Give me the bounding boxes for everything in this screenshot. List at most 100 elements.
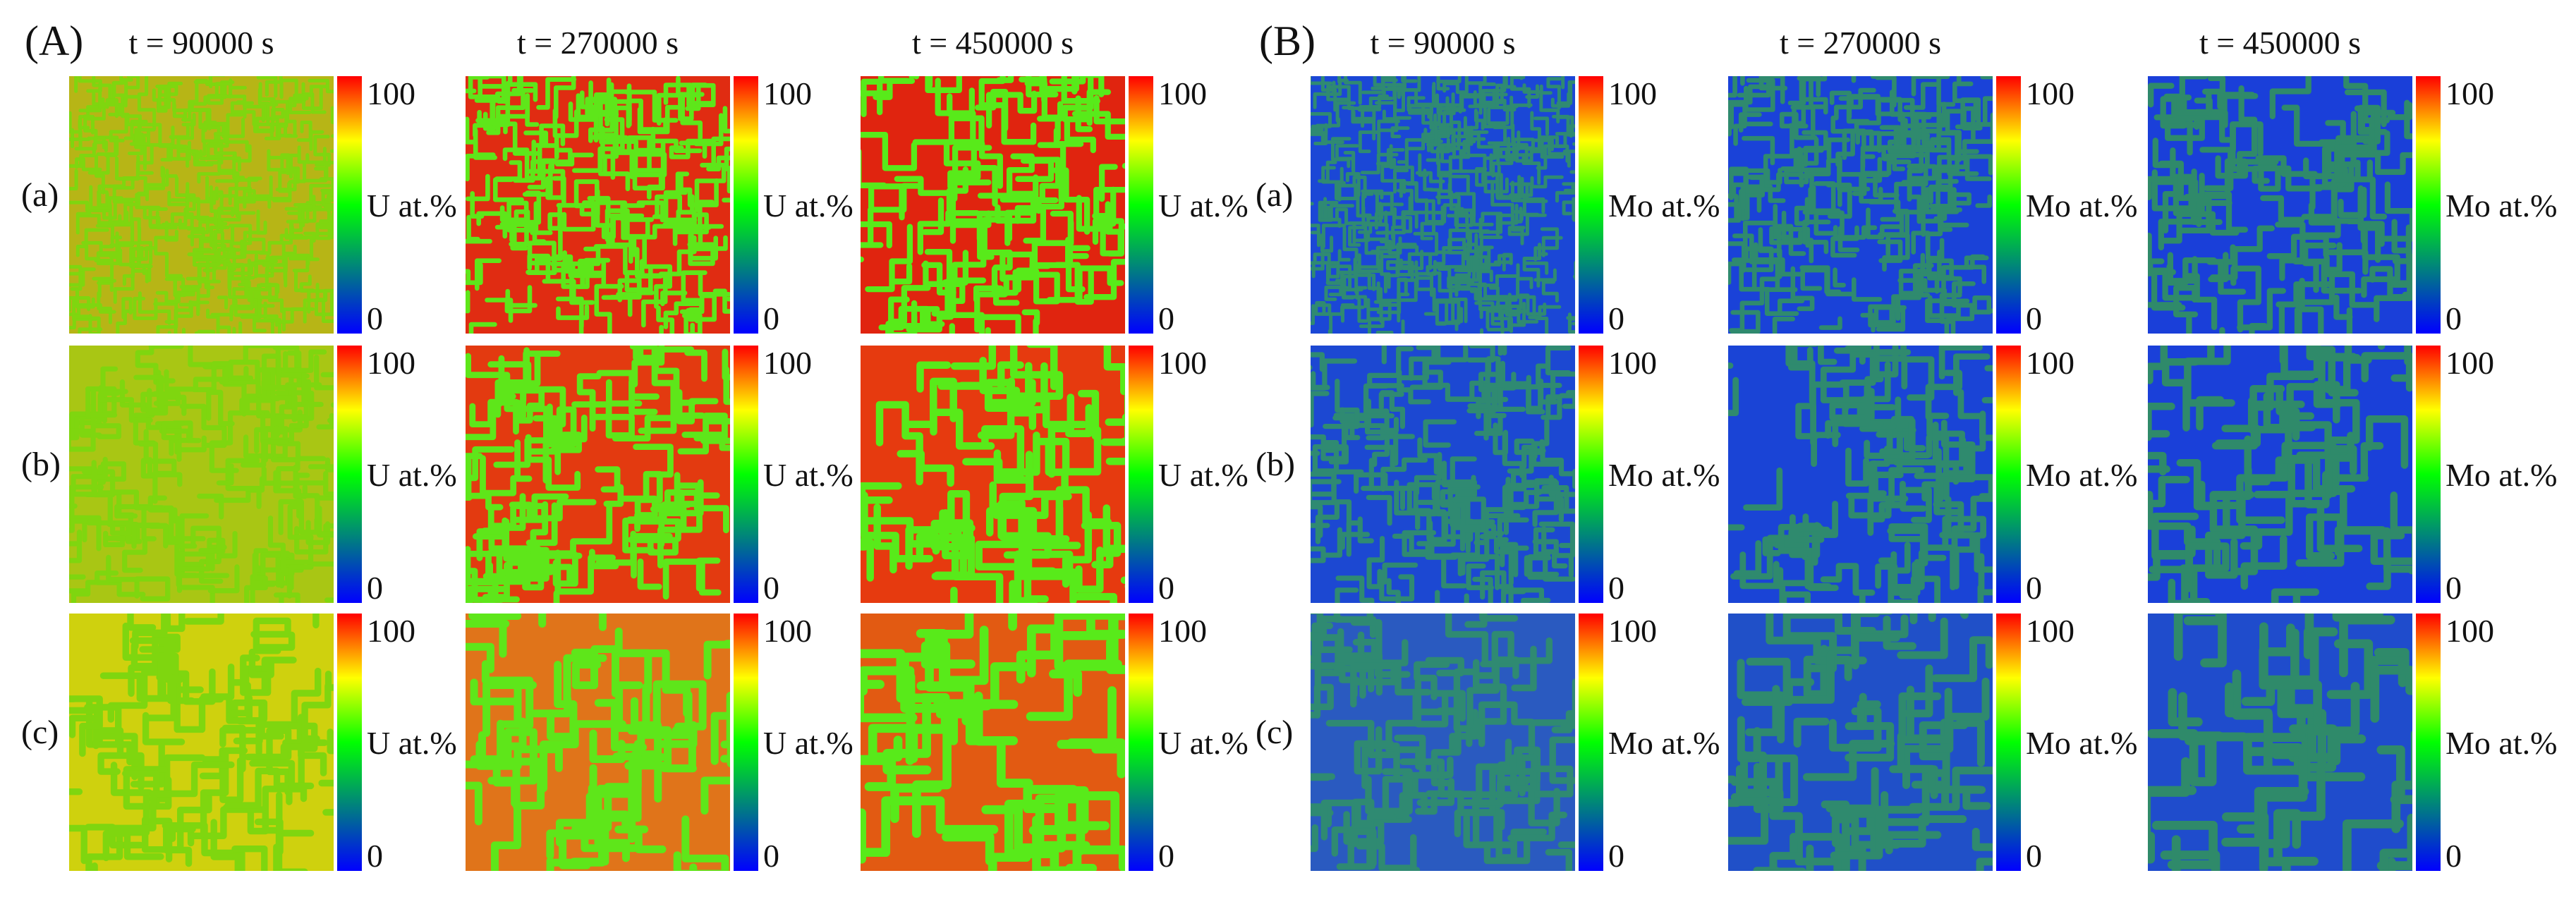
colorbar-min-label: 0 — [1158, 570, 1174, 606]
colorbar-min-label: 0 — [367, 838, 383, 874]
concentration-map — [2148, 76, 2412, 334]
colorbar-max-label: 100 — [367, 75, 415, 111]
colorbar-min-label: 0 — [2446, 838, 2462, 874]
time-label: t = 90000 s — [1370, 25, 1516, 61]
colorbar-max-label: 100 — [1608, 613, 1657, 649]
concentration-map — [69, 76, 334, 334]
colorbar-unit-label: U at.% — [1158, 187, 1248, 224]
colorbar-min-label: 0 — [1158, 300, 1174, 336]
colorbar — [1579, 346, 1603, 603]
colorbar-min-label: 0 — [763, 300, 779, 336]
colorbar-max-label: 100 — [763, 613, 812, 649]
colorbar-unit-label: U at.% — [763, 187, 853, 224]
colorbar-min-label: 0 — [1608, 570, 1624, 606]
colorbar-min-label: 0 — [763, 570, 779, 606]
time-label: t = 90000 s — [128, 25, 274, 61]
colorbar-min-label: 0 — [2446, 300, 2462, 336]
concentration-map — [1311, 346, 1575, 603]
colorbar-max-label: 100 — [2026, 75, 2074, 111]
colorbar — [734, 614, 758, 871]
colorbar-unit-label: U at.% — [367, 456, 457, 493]
concentration-map — [1311, 614, 1575, 871]
colorbar — [337, 614, 362, 871]
colorbar — [1996, 76, 2021, 334]
colorbar-unit-label: Mo at.% — [2026, 456, 2138, 493]
colorbar-unit-label: Mo at.% — [2446, 187, 2558, 224]
colorbar-min-label: 0 — [2026, 570, 2042, 606]
colorbar-max-label: 100 — [2026, 613, 2074, 649]
colorbar-unit-label: Mo at.% — [2026, 187, 2138, 224]
concentration-map — [69, 614, 334, 871]
colorbar-unit-label: Mo at.% — [2446, 456, 2558, 493]
colorbar-min-label: 0 — [367, 570, 383, 606]
colorbar-max-label: 100 — [2446, 345, 2494, 381]
colorbar — [734, 76, 758, 334]
colorbar-max-label: 100 — [2446, 75, 2494, 111]
row-label: (b) — [1256, 446, 1295, 483]
colorbar — [1996, 346, 2021, 603]
concentration-map — [2148, 346, 2412, 603]
colorbar-max-label: 100 — [763, 345, 812, 381]
time-label: t = 270000 s — [1779, 25, 1942, 61]
panel-label: (A) — [25, 18, 84, 64]
colorbar-min-label: 0 — [1608, 300, 1624, 336]
colorbar — [1129, 614, 1153, 871]
concentration-map — [1728, 76, 1993, 334]
colorbar-min-label: 0 — [1608, 838, 1624, 874]
colorbar-max-label: 100 — [367, 613, 415, 649]
colorbar-min-label: 0 — [367, 300, 383, 336]
colorbar-unit-label: Mo at.% — [2026, 724, 2138, 761]
row-label: (b) — [21, 446, 61, 483]
colorbar-min-label: 0 — [1158, 838, 1174, 874]
colorbar-unit-label: U at.% — [1158, 456, 1248, 493]
time-label: t = 270000 s — [516, 25, 679, 61]
row-label: (c) — [1256, 714, 1294, 751]
colorbar-max-label: 100 — [367, 345, 415, 381]
colorbar — [2416, 346, 2441, 603]
colorbar — [1129, 346, 1153, 603]
panel-label: (B) — [1259, 18, 1316, 64]
colorbar-max-label: 100 — [763, 75, 812, 111]
row-label: (a) — [21, 176, 59, 214]
concentration-map — [1311, 76, 1575, 334]
concentration-map — [2148, 614, 2412, 871]
colorbar-unit-label: U at.% — [367, 724, 457, 761]
concentration-map — [861, 346, 1125, 603]
colorbar-max-label: 100 — [1608, 345, 1657, 381]
colorbar-max-label: 100 — [1158, 75, 1207, 111]
colorbar-min-label: 0 — [2026, 838, 2042, 874]
colorbar-min-label: 0 — [2446, 570, 2462, 606]
colorbar — [2416, 76, 2441, 334]
colorbar — [337, 76, 362, 334]
concentration-map — [1728, 614, 1993, 871]
concentration-map — [69, 346, 334, 603]
colorbar-unit-label: Mo at.% — [2446, 724, 2558, 761]
colorbar-max-label: 100 — [2026, 345, 2074, 381]
colorbar-max-label: 100 — [1158, 613, 1207, 649]
colorbar — [2416, 614, 2441, 871]
colorbar-unit-label: U at.% — [763, 456, 853, 493]
colorbar — [1579, 614, 1603, 871]
colorbar — [1996, 614, 2021, 871]
concentration-map — [1728, 346, 1993, 603]
concentration-map — [466, 614, 730, 871]
colorbar-min-label: 0 — [763, 838, 779, 874]
colorbar-unit-label: U at.% — [763, 724, 853, 761]
colorbar — [337, 346, 362, 603]
colorbar-unit-label: Mo at.% — [1608, 724, 1720, 761]
colorbar-unit-label: U at.% — [1158, 724, 1248, 761]
colorbar-max-label: 100 — [1608, 75, 1657, 111]
concentration-map — [861, 76, 1125, 334]
time-label: t = 450000 s — [911, 25, 1074, 61]
colorbar — [1579, 76, 1603, 334]
colorbar-unit-label: Mo at.% — [1608, 456, 1720, 493]
concentration-map — [466, 346, 730, 603]
colorbar-min-label: 0 — [2026, 300, 2042, 336]
colorbar-unit-label: Mo at.% — [1608, 187, 1720, 224]
row-label: (a) — [1256, 176, 1294, 214]
colorbar-unit-label: U at.% — [367, 187, 457, 224]
row-label: (c) — [21, 714, 59, 751]
colorbar-max-label: 100 — [1158, 345, 1207, 381]
concentration-map — [861, 614, 1125, 871]
time-label: t = 450000 s — [2199, 25, 2362, 61]
